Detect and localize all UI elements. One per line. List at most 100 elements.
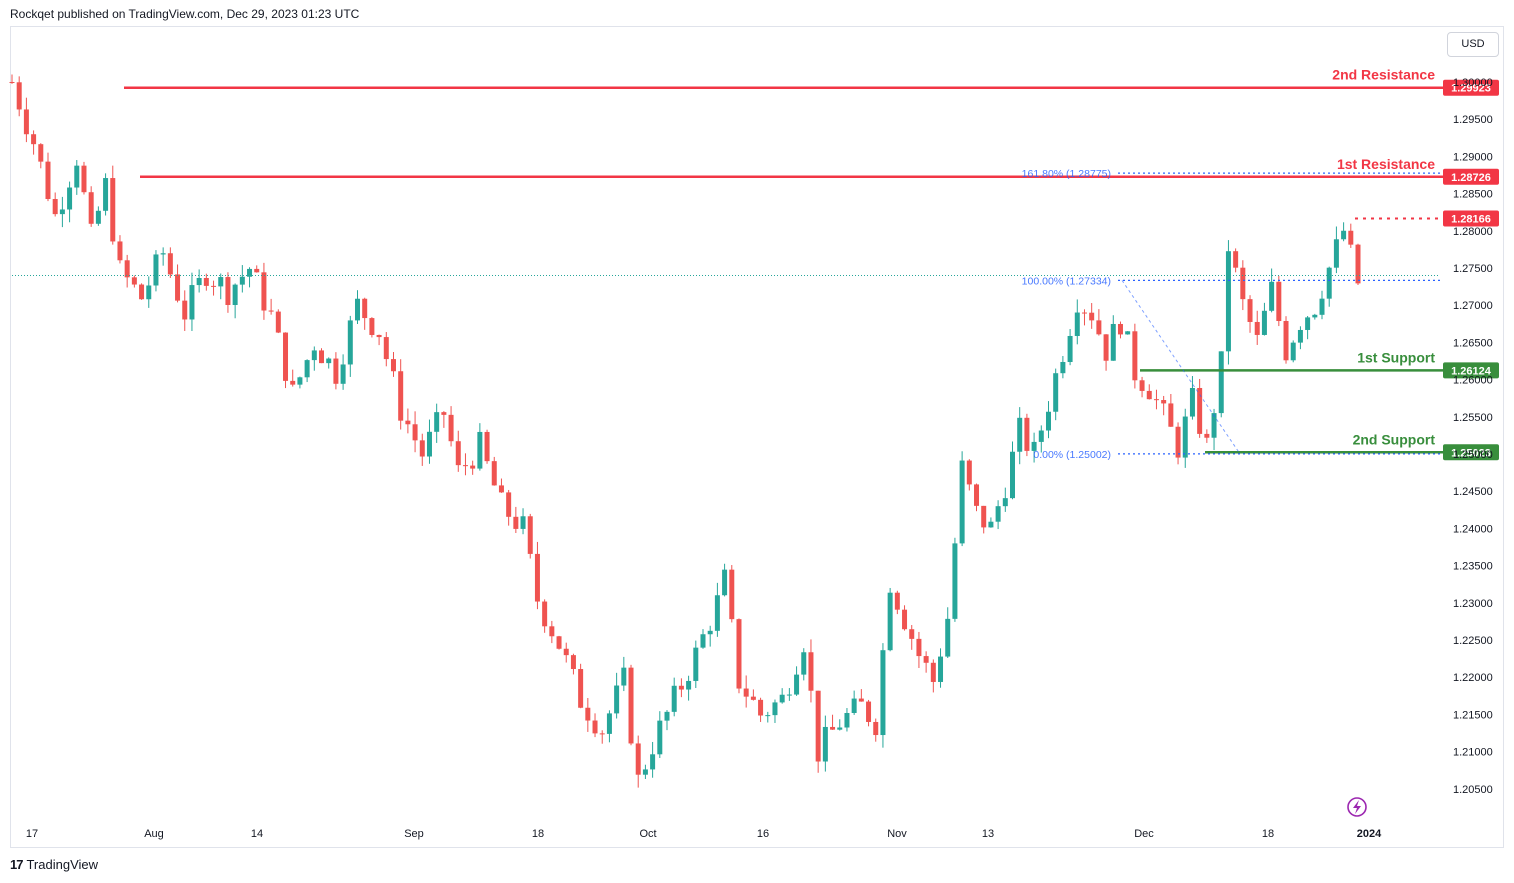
candle-body xyxy=(1211,413,1217,438)
candle-body xyxy=(117,241,123,261)
level-lines: 2nd Resistance 1.29923 1st Resistance 1.287… xyxy=(12,67,1499,461)
candle-body xyxy=(203,277,209,286)
candle-body xyxy=(794,674,800,695)
candle-body xyxy=(1276,281,1282,321)
candle-body xyxy=(297,377,303,385)
candle-body xyxy=(477,431,483,469)
candle-body xyxy=(491,461,497,486)
candle-body xyxy=(1341,230,1347,240)
currency-button[interactable]: USD xyxy=(1447,32,1499,57)
candle-body xyxy=(369,318,375,335)
candle-body xyxy=(952,543,958,619)
candle-body xyxy=(23,109,29,135)
candle-body xyxy=(1319,298,1325,315)
candle-body xyxy=(606,713,612,734)
candle-body xyxy=(671,685,677,712)
candle-body xyxy=(837,727,843,730)
candle-body xyxy=(110,178,116,242)
candle-body xyxy=(88,192,94,224)
candle-body xyxy=(786,694,792,696)
candle-body xyxy=(1197,387,1203,434)
candlestick-series xyxy=(9,74,1361,788)
candle-body xyxy=(160,253,166,255)
candle-body xyxy=(614,685,620,714)
candle-body xyxy=(887,592,893,651)
candle-body xyxy=(844,712,850,728)
candle-body xyxy=(1305,317,1311,330)
price-tag xyxy=(1443,210,1499,227)
tradingview-footer: 17 TradingView xyxy=(10,857,98,872)
candle-body xyxy=(354,298,360,321)
candle-body xyxy=(1283,320,1289,361)
candle-body xyxy=(1168,403,1174,427)
price-tag-label: 1.25023 xyxy=(1451,447,1491,459)
fib-label: 161.80% (1.28775) xyxy=(1022,168,1111,180)
candle-body xyxy=(290,380,296,385)
level-label: 1st Resistance xyxy=(1337,156,1435,172)
candle-body xyxy=(1010,451,1016,499)
candle-body xyxy=(1103,334,1109,361)
candle-body xyxy=(851,698,857,713)
candle-body xyxy=(578,669,584,708)
candle-body xyxy=(650,754,656,770)
candle-body xyxy=(1355,244,1361,284)
candle-body xyxy=(239,276,245,285)
candle-body xyxy=(1175,426,1181,458)
fib-label: 100.00% (1.27334) xyxy=(1022,275,1111,287)
candle-body xyxy=(390,359,396,372)
candle-body xyxy=(419,440,425,457)
candle-body xyxy=(1053,373,1059,412)
candle-body xyxy=(31,134,37,145)
candle-body xyxy=(196,277,202,286)
candle-body xyxy=(1117,323,1123,335)
candle-body xyxy=(909,629,915,639)
x-tick-label: 2024 xyxy=(1357,828,1382,840)
candle-body xyxy=(1182,416,1188,458)
candle-body xyxy=(1348,230,1354,245)
candle-body xyxy=(311,350,317,361)
candle-body xyxy=(880,650,886,736)
y-tick-label: 1.28000 xyxy=(1453,226,1493,238)
candle-body xyxy=(822,726,828,762)
candle-body xyxy=(52,199,58,215)
candle-body xyxy=(1153,399,1159,401)
candle-body xyxy=(966,460,972,485)
candle-body xyxy=(1125,331,1131,335)
candle-body xyxy=(1038,430,1044,442)
candle-body xyxy=(441,412,447,415)
chart-frame xyxy=(10,26,1504,848)
candle-body xyxy=(1269,281,1275,311)
candle-body xyxy=(38,144,44,162)
candle-body xyxy=(1326,267,1332,299)
candle-body xyxy=(1060,361,1066,374)
candle-body xyxy=(74,165,80,188)
y-tick-label: 1.20500 xyxy=(1453,784,1493,796)
candle-body xyxy=(570,655,576,670)
candle-body xyxy=(398,371,404,421)
candle-body xyxy=(750,696,756,700)
candle-body xyxy=(405,420,411,425)
price-tag xyxy=(1443,79,1499,96)
candle-body xyxy=(1297,329,1303,343)
candle-body xyxy=(1218,351,1224,414)
candle-body xyxy=(1240,267,1246,300)
candle-body xyxy=(542,601,548,627)
candle-body xyxy=(455,441,461,466)
candle-body xyxy=(1081,312,1087,314)
price-tag-label: 1.29923 xyxy=(1451,83,1491,95)
y-tick-label: 1.24000 xyxy=(1453,523,1493,535)
candle-body xyxy=(124,260,130,278)
candle-body xyxy=(945,618,951,657)
level-label: 2nd Resistance xyxy=(1332,67,1435,83)
x-tick-label: 14 xyxy=(251,828,263,840)
price-axis: 1.30000 1.29500 1.29000 1.28500 1.28000 1.275… xyxy=(1453,77,1493,796)
flash-icon[interactable] xyxy=(1347,797,1367,817)
candle-body xyxy=(59,209,65,215)
candle-body xyxy=(938,656,944,682)
candle-body xyxy=(556,636,562,649)
price-tag-label: 1.28726 xyxy=(1451,172,1491,184)
candle-body xyxy=(139,284,145,300)
candle-body xyxy=(131,277,137,285)
candle-body xyxy=(1045,411,1051,431)
